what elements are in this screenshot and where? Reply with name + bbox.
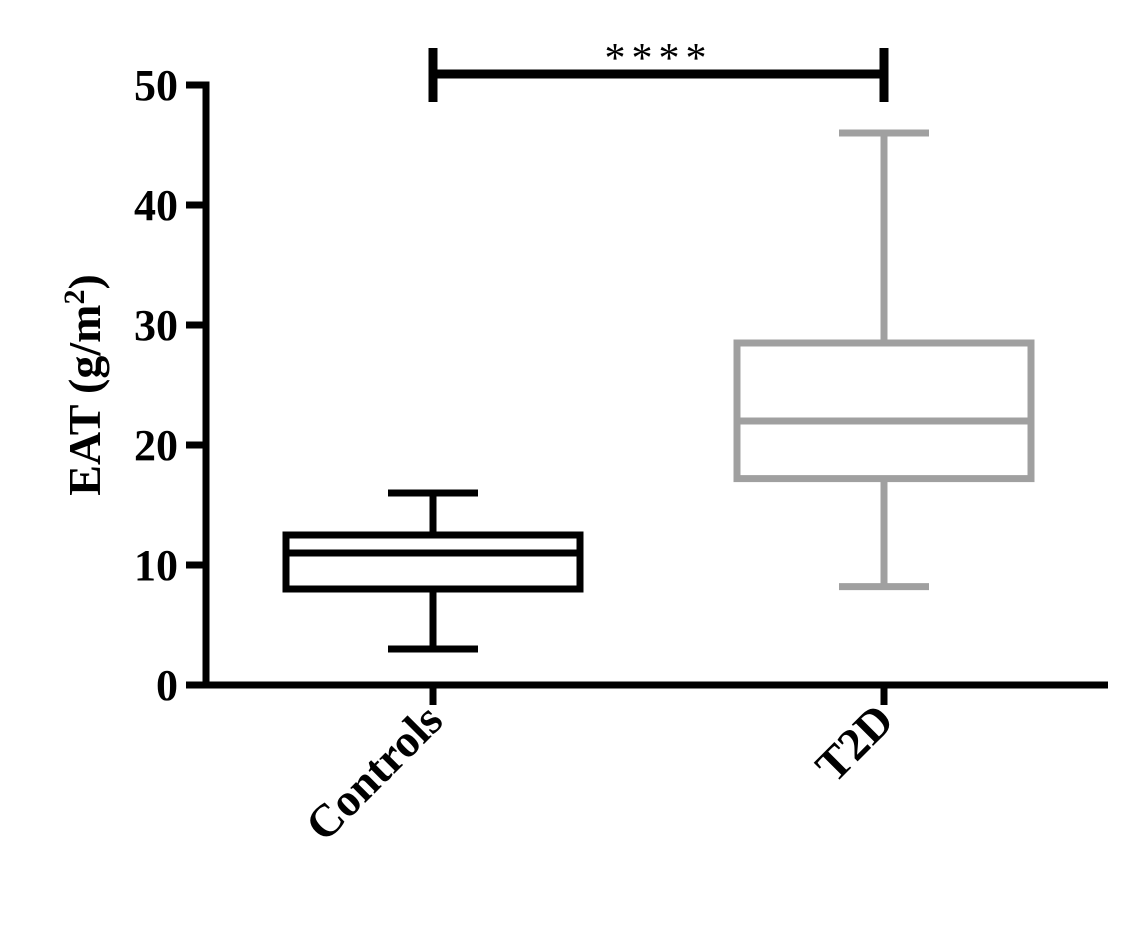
y-axis-title: EAT (g/m2) bbox=[58, 274, 110, 496]
x-axis: Controls T2D bbox=[202, 681, 1108, 851]
iqr-box bbox=[282, 531, 584, 593]
box-controls bbox=[282, 489, 584, 653]
x-category-label: T2D bbox=[806, 694, 904, 792]
box-series bbox=[282, 129, 1035, 653]
y-tick-label: 0 bbox=[156, 661, 178, 710]
y-tick-label: 50 bbox=[134, 61, 178, 110]
significance-bracket: **** bbox=[428, 36, 889, 102]
y-axis: 0 10 20 30 40 50 bbox=[134, 61, 210, 710]
box-t2d bbox=[733, 129, 1035, 591]
y-tick-label: 40 bbox=[134, 181, 178, 230]
x-category-label: Controls bbox=[296, 694, 453, 851]
significance-label: **** bbox=[605, 36, 713, 82]
y-tick-label: 10 bbox=[134, 541, 178, 590]
y-tick-label: 30 bbox=[134, 301, 178, 350]
y-tick-label: 20 bbox=[134, 421, 178, 470]
iqr-box bbox=[733, 339, 1035, 483]
